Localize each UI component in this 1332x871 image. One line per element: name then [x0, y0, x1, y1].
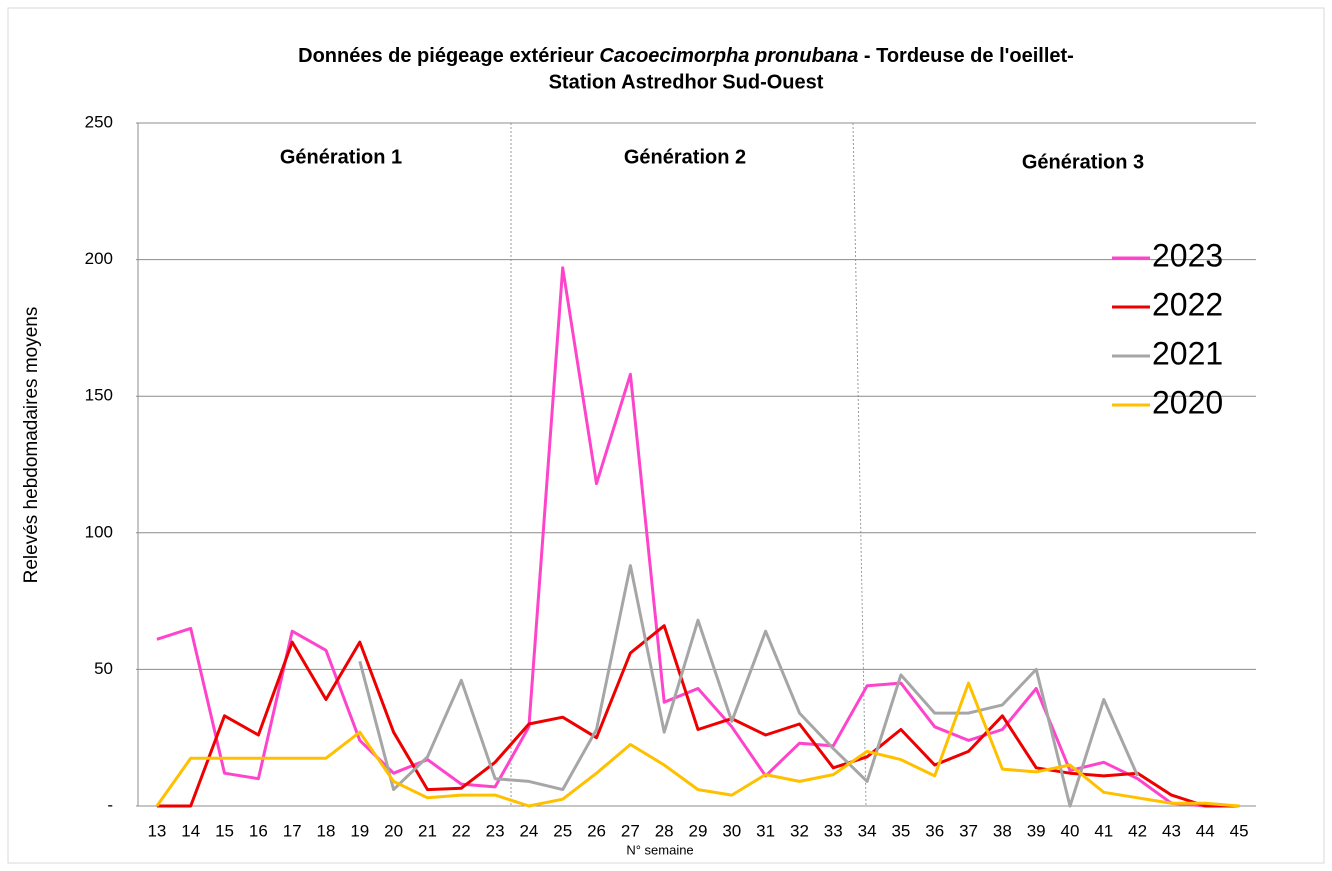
- x-tick-label: 37: [959, 821, 978, 840]
- x-tick-label: 25: [553, 821, 572, 840]
- series-line: [155, 681, 1240, 808]
- x-tick-label: 45: [1230, 821, 1249, 840]
- x-tick-label: 15: [215, 821, 234, 840]
- legend-label: 2022: [1152, 286, 1223, 322]
- y-tick-label: -: [107, 795, 113, 814]
- y-tick-label: 50: [94, 659, 113, 678]
- y-tick-label: 150: [85, 386, 113, 405]
- x-tick-label: 39: [1027, 821, 1046, 840]
- x-tick-label: 30: [722, 821, 741, 840]
- x-tick-label: 19: [350, 821, 369, 840]
- x-tick-label: 22: [452, 821, 471, 840]
- x-tick-label: 44: [1196, 821, 1215, 840]
- x-axis-label: N° semaine: [626, 842, 693, 857]
- x-tick-label: 42: [1128, 821, 1147, 840]
- title-part: Données de piégeage extérieur: [298, 45, 594, 67]
- chart-subtitle: Station Astredhor Sud-Ouest: [549, 71, 824, 93]
- x-tick-label: 17: [283, 821, 302, 840]
- y-axis-label: Relevés hebdomadaires moyens: [21, 307, 42, 584]
- x-tick-label: 38: [993, 821, 1012, 840]
- x-tick-label: 24: [519, 821, 538, 840]
- x-tick-label: 13: [147, 821, 166, 840]
- annotation: Génération 2: [624, 146, 746, 168]
- x-tick-label: 23: [486, 821, 505, 840]
- x-tick-label: 18: [317, 821, 336, 840]
- x-tick-label: 31: [756, 821, 775, 840]
- series-line: [358, 564, 1139, 808]
- title-part: - Tordeuse de l'oeillet-: [864, 45, 1074, 67]
- y-tick-label: 100: [85, 522, 113, 541]
- y-tick-label: 200: [85, 249, 113, 268]
- x-tick-label: 34: [858, 821, 877, 840]
- x-tick-label: 16: [249, 821, 268, 840]
- x-tick-label: 29: [689, 821, 708, 840]
- title-part: Cacoecimorpha pronubana: [599, 45, 858, 67]
- chart-title: Données de piégeage extérieur Cacoecimor…: [298, 45, 1074, 67]
- x-tick-label: 20: [384, 821, 403, 840]
- series-line: [156, 624, 1240, 808]
- x-tick-label: 32: [790, 821, 809, 840]
- x-tick-label: 21: [418, 821, 437, 840]
- x-tick-label: 33: [824, 821, 843, 840]
- annotation: Génération 1: [280, 146, 402, 168]
- x-tick-label: 35: [891, 821, 910, 840]
- annotation: Génération 3: [1022, 151, 1144, 173]
- x-tick-label: 36: [925, 821, 944, 840]
- x-tick-label: 41: [1094, 821, 1113, 840]
- x-tick-label: 40: [1061, 821, 1080, 840]
- x-tick-label: 27: [621, 821, 640, 840]
- y-tick-label: 250: [85, 112, 113, 131]
- legend-label: 2023: [1152, 237, 1223, 273]
- legend-label: 2021: [1152, 335, 1223, 371]
- chart-frame: [7, 7, 1325, 864]
- x-tick-label: 43: [1162, 821, 1181, 840]
- legend-label: 2020: [1152, 384, 1223, 420]
- x-tick-label: 14: [181, 821, 200, 840]
- x-tick-label: 26: [587, 821, 606, 840]
- x-tick-label: 28: [655, 821, 674, 840]
